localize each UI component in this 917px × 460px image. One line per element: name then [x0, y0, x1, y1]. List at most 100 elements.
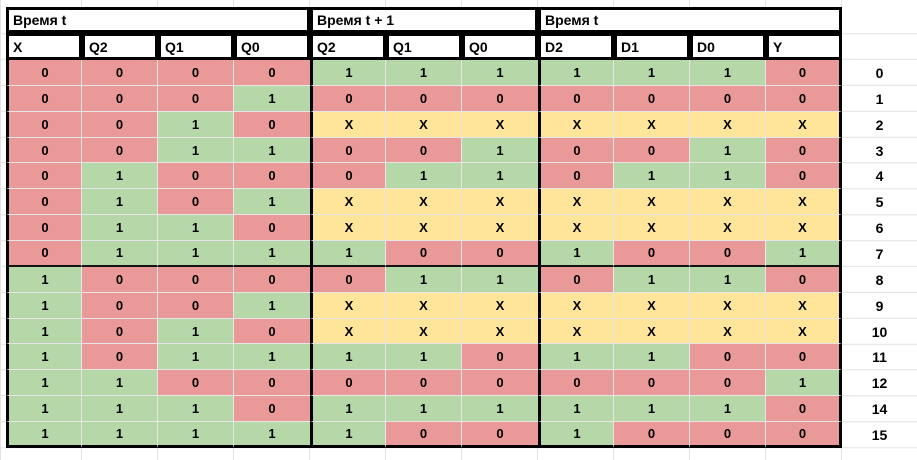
row-label[interactable]: 1 — [875, 90, 884, 107]
table-cell[interactable]: X — [386, 318, 462, 345]
table-cell[interactable]: 0 — [766, 85, 842, 112]
table-cell[interactable]: 1 — [82, 189, 158, 216]
table-cell[interactable]: 0 — [82, 292, 158, 319]
table-cell[interactable]: X — [614, 318, 690, 345]
table-cell[interactable]: 0 — [82, 137, 158, 164]
table-cell[interactable]: 1 — [82, 215, 158, 242]
table-cell[interactable]: 0 — [690, 85, 766, 112]
table-cell[interactable]: 0 — [234, 266, 310, 293]
table-cell[interactable]: 1 — [538, 344, 614, 371]
table-cell[interactable]: 0 — [538, 85, 614, 112]
table-cell[interactable]: X — [538, 189, 614, 216]
table-cell[interactable]: X — [310, 189, 386, 216]
table-cell[interactable]: X — [462, 318, 538, 345]
table-cell[interactable]: X — [766, 189, 842, 216]
table-cell[interactable]: X — [766, 215, 842, 242]
table-cell[interactable]: X — [690, 111, 766, 138]
table-cell[interactable]: 0 — [690, 370, 766, 397]
table-cell[interactable]: 0 — [538, 137, 614, 164]
table-cell[interactable]: 1 — [386, 344, 462, 371]
table-cell[interactable]: 0 — [766, 266, 842, 293]
row-label[interactable]: 7 — [875, 245, 884, 262]
table-cell[interactable]: 0 — [234, 163, 310, 190]
table-cell[interactable]: 1 — [310, 344, 386, 371]
table-cell[interactable]: 0 — [310, 370, 386, 397]
table-cell[interactable]: 0 — [82, 266, 158, 293]
table-cell[interactable]: 1 — [6, 318, 82, 345]
table-cell[interactable]: 1 — [690, 396, 766, 423]
table-cell[interactable]: 0 — [158, 85, 234, 112]
table-cell[interactable]: 1 — [6, 422, 82, 448]
table-cell[interactable]: 0 — [6, 215, 82, 242]
table-cell[interactable]: 0 — [234, 60, 310, 86]
table-cell[interactable]: 0 — [386, 137, 462, 164]
table-cell[interactable]: 0 — [614, 241, 690, 267]
row-label[interactable]: 4 — [875, 168, 884, 185]
table-cell[interactable]: 0 — [234, 396, 310, 423]
table-cell[interactable]: 1 — [82, 422, 158, 448]
column-header-d1-8[interactable]: D1 — [614, 33, 690, 60]
table-cell[interactable]: 0 — [158, 60, 234, 86]
table-cell[interactable]: 0 — [462, 344, 538, 371]
table-cell[interactable]: 1 — [386, 266, 462, 293]
column-header-x-0[interactable]: X — [6, 33, 82, 60]
table-cell[interactable]: X — [614, 292, 690, 319]
column-header-d2-7[interactable]: D2 — [538, 33, 614, 60]
table-cell[interactable]: 0 — [158, 266, 234, 293]
table-cell[interactable]: 0 — [614, 370, 690, 397]
table-cell[interactable]: X — [538, 215, 614, 242]
table-cell[interactable]: 1 — [462, 163, 538, 190]
column-header-q1-5[interactable]: Q1 — [386, 33, 462, 60]
column-header-q2-4[interactable]: Q2 — [310, 33, 386, 60]
column-header-y-10[interactable]: Y — [766, 33, 842, 60]
table-cell[interactable]: X — [462, 215, 538, 242]
table-cell[interactable]: 1 — [614, 60, 690, 86]
table-cell[interactable]: 1 — [158, 137, 234, 164]
table-cell[interactable]: X — [538, 318, 614, 345]
row-label[interactable]: 11 — [872, 349, 887, 366]
table-cell[interactable]: 1 — [538, 60, 614, 86]
table-cell[interactable]: 0 — [6, 241, 82, 267]
table-cell[interactable]: 1 — [766, 241, 842, 267]
table-cell[interactable]: X — [310, 111, 386, 138]
table-cell[interactable]: 0 — [690, 422, 766, 448]
table-cell[interactable]: 0 — [234, 370, 310, 397]
table-cell[interactable]: 0 — [386, 370, 462, 397]
table-cell[interactable]: X — [614, 215, 690, 242]
table-cell[interactable]: 0 — [614, 137, 690, 164]
table-cell[interactable]: 0 — [234, 215, 310, 242]
row-label[interactable]: 3 — [875, 142, 884, 159]
table-cell[interactable]: 0 — [6, 85, 82, 112]
group-header-time-t-right[interactable]: Время t — [538, 7, 842, 33]
table-cell[interactable]: 1 — [310, 396, 386, 423]
table-cell[interactable]: X — [690, 318, 766, 345]
table-cell[interactable]: 0 — [310, 137, 386, 164]
table-cell[interactable]: 1 — [158, 422, 234, 448]
table-cell[interactable]: 1 — [690, 137, 766, 164]
table-cell[interactable]: X — [690, 292, 766, 319]
table-cell[interactable]: 1 — [6, 344, 82, 371]
table-cell[interactable]: X — [386, 215, 462, 242]
table-cell[interactable]: 1 — [538, 422, 614, 448]
table-cell[interactable]: 1 — [386, 60, 462, 86]
table-cell[interactable]: 1 — [158, 241, 234, 267]
table-cell[interactable]: 1 — [462, 137, 538, 164]
table-cell[interactable]: 0 — [6, 189, 82, 216]
table-cell[interactable]: 0 — [538, 163, 614, 190]
table-cell[interactable]: 0 — [766, 163, 842, 190]
table-cell[interactable]: 1 — [234, 137, 310, 164]
table-cell[interactable]: 0 — [766, 422, 842, 448]
table-cell[interactable]: 0 — [310, 266, 386, 293]
table-cell[interactable]: 0 — [6, 111, 82, 138]
table-cell[interactable]: 0 — [766, 60, 842, 86]
table-cell[interactable]: X — [386, 111, 462, 138]
table-cell[interactable]: 1 — [234, 422, 310, 448]
row-label[interactable]: 10 — [871, 323, 888, 340]
table-cell[interactable]: 1 — [82, 241, 158, 267]
table-cell[interactable]: X — [462, 292, 538, 319]
table-cell[interactable]: 0 — [462, 241, 538, 267]
table-cell[interactable]: 1 — [614, 163, 690, 190]
table-cell[interactable]: 0 — [614, 422, 690, 448]
table-cell[interactable]: 1 — [614, 396, 690, 423]
table-cell[interactable]: 1 — [538, 396, 614, 423]
